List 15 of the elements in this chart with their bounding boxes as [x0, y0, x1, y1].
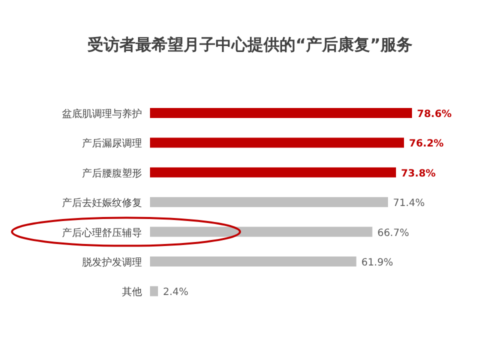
- y-tick-label: 产后心理舒压辅导: [62, 226, 142, 239]
- data-label: 78.6%: [417, 109, 452, 120]
- data-label: 2.4%: [163, 287, 188, 298]
- data-label: 76.2%: [409, 138, 444, 150]
- y-tick-label: 其他: [122, 286, 142, 298]
- y-tick-label: 产后漏尿调理: [82, 138, 142, 150]
- y-tick-label: 盆底肌调理与养护: [62, 108, 142, 120]
- chart-title: 受访者最希望月子中心提供的“产后康复”服务: [86, 35, 413, 54]
- data-label: 71.4%: [393, 198, 425, 210]
- data-label: 61.9%: [361, 258, 394, 268]
- y-tick-label: 产后腰腹塑形: [82, 167, 142, 180]
- data-label: 66.7%: [377, 228, 410, 239]
- data-label: 73.8%: [401, 168, 436, 180]
- y-tick-label: 产后去妊娠纹修复: [62, 197, 142, 210]
- y-tick-label: 脱发护发调理: [82, 256, 142, 268]
